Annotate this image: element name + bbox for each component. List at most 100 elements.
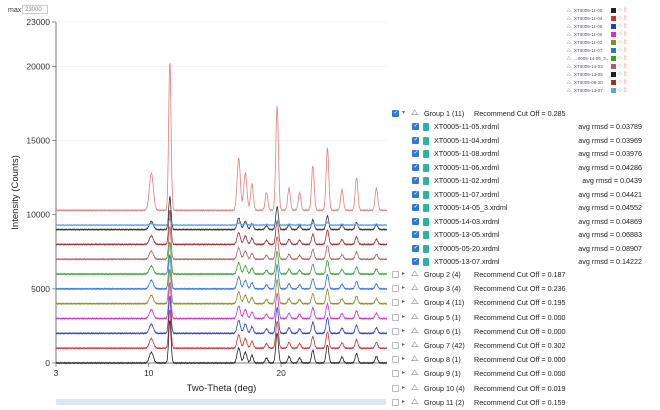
- group-row[interactable]: ▸ ⧍ Group 9 (1) Recommend Cut Off = 0.000: [387, 368, 660, 381]
- eye-icon[interactable]: ◇: [618, 87, 622, 93]
- delete-icon[interactable]: ▯: [623, 55, 627, 61]
- file-row[interactable]: XT0005-11-06.xrdml avg rmsd = 0.04286: [387, 162, 660, 175]
- delete-icon[interactable]: ▯: [623, 7, 627, 13]
- chevron-right-icon[interactable]: ▸: [402, 384, 406, 391]
- chevron-right-icon[interactable]: ▸: [402, 398, 406, 405]
- legend-item[interactable]: △ XT0005-11-06 ◇ ▯: [567, 30, 657, 38]
- group-row[interactable]: ▸ ⧍ Group 4 (11) Recommend Cut Off = 0.195: [387, 297, 660, 310]
- group-checkbox[interactable]: [392, 299, 399, 307]
- file-checkbox[interactable]: [412, 122, 419, 130]
- group-checkbox[interactable]: [392, 109, 399, 117]
- file-checkbox[interactable]: [412, 190, 419, 198]
- file-row[interactable]: XT0005-11-04.xrdml avg rmsd = 0.03969: [387, 135, 660, 148]
- file-row[interactable]: XT0005-11-08.xrdml avg rmsd = 0.03976: [387, 148, 660, 161]
- eye-icon[interactable]: ◇: [618, 71, 622, 77]
- group-checkbox[interactable]: [392, 384, 399, 392]
- legend-item[interactable]: △ XT0005-11-05 ◇ ▯: [567, 6, 657, 14]
- file-checkbox[interactable]: [412, 257, 419, 265]
- group-checkbox[interactable]: [392, 398, 399, 406]
- file-checkbox[interactable]: [412, 176, 419, 184]
- chevron-right-icon[interactable]: ▸: [402, 370, 406, 377]
- eye-icon[interactable]: ◇: [618, 7, 622, 13]
- group-row[interactable]: ▸ ⧍ Group 3 (4) Recommend Cut Off = 0.236: [387, 283, 660, 296]
- delete-icon[interactable]: ▯: [623, 71, 627, 77]
- delete-icon[interactable]: ▯: [623, 79, 627, 85]
- chevron-right-icon[interactable]: ▸: [402, 356, 406, 363]
- eye-icon[interactable]: ◇: [618, 79, 622, 85]
- group-row[interactable]: ▸ ⧍ Group 7 (42) Recommend Cut Off = 0.302: [387, 340, 660, 353]
- group-checkbox[interactable]: [392, 271, 399, 278]
- file-checkbox[interactable]: [412, 230, 419, 238]
- delete-icon[interactable]: ▯: [623, 23, 627, 29]
- legend-item-name: XT0005-11-04: [574, 15, 603, 21]
- chevron-right-icon[interactable]: ▸: [402, 327, 406, 334]
- eye-icon[interactable]: ◇: [618, 39, 622, 45]
- file-row[interactable]: XT0005-11-02.xrdml avg rmsd = 0.0439: [387, 175, 660, 188]
- file-checkbox[interactable]: [412, 136, 419, 144]
- group-checkbox[interactable]: [392, 356, 399, 364]
- legend-color-swatch: [611, 31, 616, 37]
- group-row[interactable]: ▸ ⧍ Group 6 (1) Recommend Cut Off = 0.000: [387, 326, 660, 339]
- group-checkbox[interactable]: [392, 285, 399, 293]
- chevron-right-icon[interactable]: ▸: [402, 313, 406, 320]
- group-row[interactable]: ▸ ⧍ Group 10 (4) Recommend Cut Off = 0.019: [387, 383, 660, 396]
- chevron-down-icon[interactable]: ▾: [402, 110, 406, 116]
- file-row[interactable]: XT0005-13-05.xrdml avg rmsd = 0.06883: [387, 229, 660, 242]
- legend-item[interactable]: △ XT0005-13-05 ◇ ▯: [567, 70, 657, 78]
- cutoff-label: Recommend Cut Off = 0.019: [474, 383, 566, 393]
- legend-item[interactable]: △ XT0005-13-07 ◇ ▯: [567, 86, 657, 94]
- legend-item[interactable]: △ XT0005-05-20 ◇ ▯: [567, 78, 657, 86]
- group-row[interactable]: ▸ ⧍ Group 8 (1) Recommend Cut Off = 0.000: [387, 354, 660, 367]
- file-row[interactable]: XT0005-13-07.xrdml avg rmsd = 0.14222: [387, 256, 660, 269]
- eye-icon[interactable]: ◇: [618, 23, 622, 29]
- group-checkbox[interactable]: [392, 327, 399, 335]
- delete-icon[interactable]: ▯: [623, 47, 627, 53]
- file-checkbox[interactable]: [412, 163, 419, 171]
- horizontal-scrollbar[interactable]: [56, 399, 386, 405]
- file-row[interactable]: XT0005-05-20.xrdml avg rmsd = 0.08907: [387, 243, 660, 256]
- group-checkbox[interactable]: [392, 370, 399, 378]
- group-row[interactable]: ▸ ⧍ Group 11 (2) Recommend Cut Off = 0.159: [387, 397, 660, 410]
- series-line: [55, 241, 388, 276]
- delete-icon[interactable]: ▯: [623, 63, 627, 69]
- legend-item[interactable]: △ XT0005-11-02 ◇ ▯: [567, 38, 657, 46]
- eye-icon[interactable]: ◇: [618, 47, 622, 53]
- group-label: Group 2 (4): [424, 270, 461, 279]
- group-row[interactable]: ▸ ⧍ Group 2 (4) Recommend Cut Off = 0.187: [387, 269, 660, 282]
- delete-icon[interactable]: ▯: [623, 87, 627, 93]
- delete-icon[interactable]: ▯: [623, 39, 627, 45]
- file-row[interactable]: XT0005-11-07.xrdml avg rmsd = 0.04421: [387, 189, 660, 202]
- file-name: XT0005-05-20.xrdml: [434, 243, 500, 253]
- file-checkbox[interactable]: [412, 203, 419, 211]
- group-row[interactable]: ▾ ⧍ Group 1 (11) Recommend Cut Off = 0.285: [387, 108, 660, 121]
- legend-item[interactable]: △ XT0005-11-04 ◇ ▯: [567, 14, 657, 22]
- legend-item[interactable]: △ XT0005-14-03 ◇ ▯: [567, 62, 657, 70]
- eye-icon[interactable]: ◇: [618, 15, 622, 21]
- eye-icon[interactable]: ◇: [618, 55, 622, 61]
- legend-item-name: XT0005-11-07: [574, 47, 603, 53]
- eye-icon[interactable]: ◇: [618, 63, 622, 69]
- group-checkbox[interactable]: [392, 342, 399, 349]
- max-input[interactable]: 23000: [22, 5, 48, 14]
- delete-icon[interactable]: ▯: [623, 15, 627, 21]
- cutoff-label: Recommend Cut Off = 0.000: [474, 369, 566, 379]
- file-checkbox[interactable]: [412, 217, 419, 225]
- chevron-right-icon[interactable]: ▸: [402, 342, 406, 348]
- y-tick-label: 15000: [26, 136, 50, 146]
- eye-icon[interactable]: ◇: [618, 31, 622, 37]
- chevron-right-icon[interactable]: ▸: [402, 271, 406, 277]
- chevron-right-icon[interactable]: ▸: [402, 299, 406, 306]
- legend-item[interactable]: △ ...0005-14-05_3... ◇ ▯: [567, 54, 657, 62]
- file-row[interactable]: XT0005-11-05.xrdml avg rmsd = 0.03789: [387, 121, 660, 134]
- file-row[interactable]: XT0005-14-05_3.xrdml avg rmsd = 0.04552: [387, 202, 660, 215]
- delete-icon[interactable]: ▯: [623, 31, 627, 37]
- file-row[interactable]: XT0005-14-03.xrdml avg rmsd = 0.04869: [387, 216, 660, 229]
- avg-rmsd: avg rmsd = 0.06883: [578, 230, 642, 239]
- group-row[interactable]: ▸ ⧍ Group 5 (1) Recommend Cut Off = 0.000: [387, 312, 660, 325]
- legend-item[interactable]: △ XT0005-11-07 ◇ ▯: [567, 46, 657, 54]
- chevron-right-icon[interactable]: ▸: [402, 285, 406, 292]
- legend-item[interactable]: △ XT0005-11-08 ◇ ▯: [567, 22, 657, 30]
- file-checkbox[interactable]: [412, 244, 419, 252]
- file-checkbox[interactable]: [412, 149, 419, 157]
- group-checkbox[interactable]: [392, 313, 399, 321]
